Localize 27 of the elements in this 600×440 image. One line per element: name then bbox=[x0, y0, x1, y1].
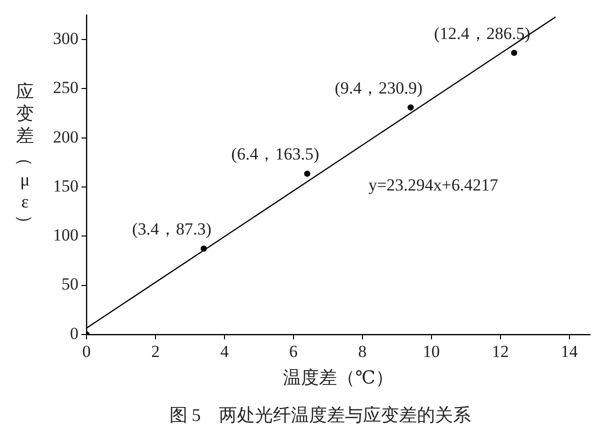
annotation: (12.4，286.5) bbox=[434, 24, 530, 43]
x-tick-label: 4 bbox=[220, 342, 230, 362]
y-tick-label: 50 bbox=[62, 274, 78, 294]
annotation: (6.4，163.5) bbox=[231, 144, 320, 164]
x-tick-label: 0 bbox=[82, 342, 91, 362]
y-tick-label: 0 bbox=[70, 324, 78, 343]
text: 图 5 两处光纤温度差与应变差的关系 bbox=[169, 404, 471, 425]
x-tick-label: 2 bbox=[151, 342, 160, 362]
point bbox=[408, 104, 414, 111]
annotation: (3.4，87.3) bbox=[132, 220, 212, 239]
point bbox=[511, 50, 518, 56]
x-tick-label: 14 bbox=[560, 342, 578, 362]
x-tick-label: 10 bbox=[422, 342, 440, 362]
y-tick-label: 150 bbox=[53, 176, 78, 196]
x-tick-label: 6 bbox=[289, 342, 298, 362]
annotation: y=23.294x+6.4217 bbox=[368, 176, 499, 195]
y-axis-title: 应变差（με） bbox=[15, 82, 35, 233]
x-axis-title: 温度差（℃） bbox=[283, 367, 394, 388]
y-tick-label: 200 bbox=[53, 127, 78, 146]
annotation: (9.4，230.9) bbox=[334, 78, 423, 98]
y-tick-label: 100 bbox=[53, 226, 78, 245]
point bbox=[200, 246, 207, 252]
point bbox=[304, 170, 310, 177]
x-tick-label: 12 bbox=[492, 342, 509, 362]
x-tick-label: 8 bbox=[358, 342, 367, 362]
y-tick-label: 300 bbox=[53, 29, 78, 48]
y-tick-label: 250 bbox=[53, 78, 78, 98]
